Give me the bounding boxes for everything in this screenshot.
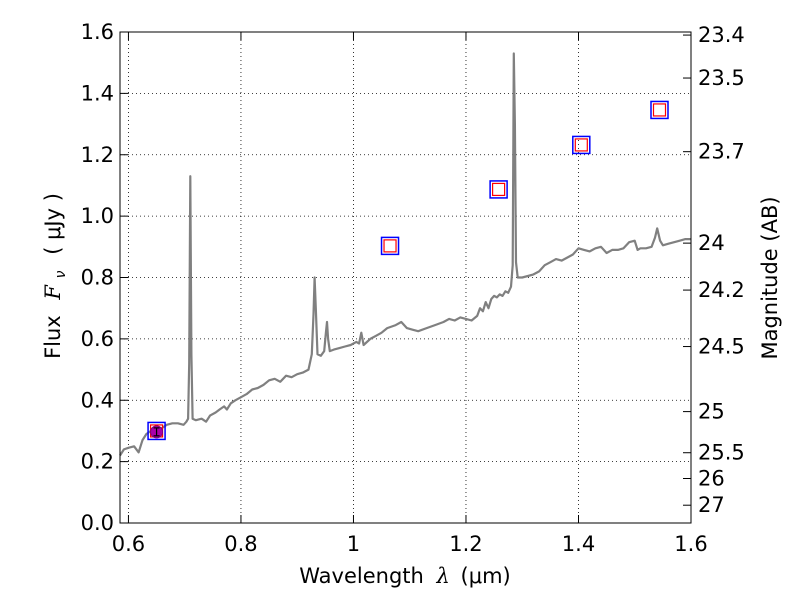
model-marker-outer [380, 236, 400, 256]
model-marker-outer [572, 135, 591, 155]
y-tick-label: 1.2 [81, 143, 114, 167]
axis-ticks: 0.6 0.8 1 1.2 1.4 1.6 0.0 0.2 0.4 0.6 0.8 1.0 1.2 1.4… [81, 20, 745, 556]
model-marker-inner [492, 182, 506, 197]
y-axis-symbol: F [41, 284, 65, 301]
y-tick-label: 1.6 [81, 20, 114, 44]
x-tick-label: 1 [347, 532, 360, 556]
model-markers [147, 100, 669, 441]
model-marker-inner [652, 103, 667, 117]
y-tick-label: 0.6 [81, 327, 114, 351]
y-axis-label-right: Magnitude (AB) [758, 196, 782, 359]
x-tick-label: 1.6 [674, 532, 707, 556]
y-axis-units: ( μJy ) [41, 193, 65, 255]
y-tick-label: 0.2 [81, 450, 114, 474]
y-axis-label-prefix: Flux [41, 315, 65, 359]
x-tick-label: 0.8 [224, 532, 257, 556]
right-tick-label: 24.5 [698, 335, 745, 359]
right-tick-label: 23.7 [698, 140, 745, 164]
model-marker-inner [574, 138, 588, 152]
y-tick-label: 0.8 [81, 266, 114, 290]
grid-lines [120, 32, 691, 523]
x-tick-label: 1.2 [449, 532, 482, 556]
x-axis-units: (μm) [461, 564, 511, 588]
model-marker-outer [489, 180, 508, 199]
y-tick-label: 0.0 [81, 511, 114, 535]
right-tick-label: 26 [698, 467, 725, 491]
right-tick-label: 23.4 [698, 23, 745, 47]
right-tick-label: 27 [698, 493, 725, 517]
y-axis-subscript: ν [53, 270, 69, 278]
right-tick-label: 24.2 [698, 278, 745, 302]
right-tick-label: 23.5 [698, 66, 745, 90]
right-tick-label: 24 [698, 231, 725, 255]
axes-frame [119, 31, 692, 524]
right-tick-label: 25.5 [698, 441, 745, 465]
x-tick-label: 0.6 [112, 532, 145, 556]
y-tick-label: 0.4 [81, 388, 114, 412]
spectrum-line [119, 52, 691, 457]
x-tick-label: 1.4 [562, 532, 595, 556]
y-tick-label: 1.4 [81, 81, 114, 105]
x-axis-label-text: Wavelength [299, 564, 424, 588]
model-marker-outer [650, 100, 669, 120]
plot-area [119, 52, 691, 457]
model-marker-outer [147, 421, 166, 441]
right-tick-label: 25 [698, 400, 725, 424]
model-marker-inner [383, 239, 397, 253]
x-axis-label: Wavelength λ (μm) [299, 564, 510, 588]
y-tick-label: 1.0 [81, 204, 114, 228]
x-axis-lambda: λ [436, 564, 450, 588]
y-axis-label-left: Flux F ν ( μJy ) [41, 193, 70, 359]
